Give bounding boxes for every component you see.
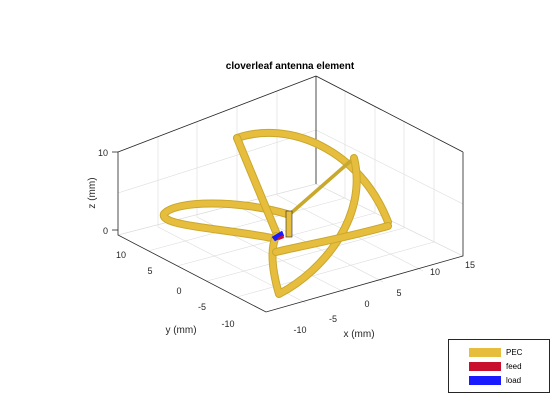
back-grid (117, 75, 464, 304)
antenna-pec (160, 128, 392, 298)
legend-label: load (506, 375, 522, 385)
x-tick-label: 0 (364, 299, 369, 309)
z-tick-labels: 10 0 (98, 148, 108, 236)
pec-strip-bottom (273, 223, 391, 255)
feed-marker (277, 235, 284, 240)
top-right-edge (315, 75, 464, 153)
pec-arc-top (234, 129, 391, 225)
pec-wire (288, 156, 356, 216)
pec-lobe-front (269, 155, 360, 297)
axes-outer-edge (117, 152, 464, 313)
legend-label: PEC (506, 347, 523, 357)
legend-item-feed: feed (469, 359, 549, 373)
y-tick-label: 10 (116, 250, 126, 260)
z-tick-label: 0 (103, 226, 108, 236)
x-tick-label: 5 (396, 288, 401, 298)
legend-swatch-load (469, 375, 501, 385)
x-tick-label: 15 (465, 260, 475, 270)
z-tick-label: 10 (98, 148, 108, 158)
x-tick-label: 10 (430, 267, 440, 277)
x-tick-label: -5 (329, 314, 337, 324)
legend-label: feed (506, 361, 522, 371)
y-tick-label: -5 (198, 302, 206, 312)
y-tick-label: -10 (221, 319, 234, 329)
legend-swatch-pec (469, 347, 501, 357)
pec-strip-diagonal (234, 135, 279, 235)
x-tick-label: -10 (293, 325, 306, 335)
top-left-edge (117, 75, 317, 153)
y-tick-label: 0 (176, 286, 181, 296)
legend-swatch-feed (469, 361, 501, 371)
legend: PEC feed load (448, 339, 550, 393)
x-axis-label: x (mm) (343, 329, 374, 340)
load-marker (271, 230, 285, 242)
y-tick-label: 5 (147, 266, 152, 276)
x-tick-labels: -10 -5 0 5 10 15 (293, 260, 475, 335)
axes-box (112, 75, 464, 313)
pec-loop-left (161, 200, 290, 241)
z-axis-label: z (mm) (87, 177, 98, 208)
y-tick-labels: 10 5 0 -5 -10 (116, 250, 235, 329)
pec-post (285, 210, 293, 238)
legend-item-pec: PEC (469, 345, 549, 359)
chart-title: cloverleaf antenna element (226, 61, 355, 72)
legend-item-load: load (469, 373, 549, 387)
y-axis-label: y (mm) (165, 325, 196, 336)
